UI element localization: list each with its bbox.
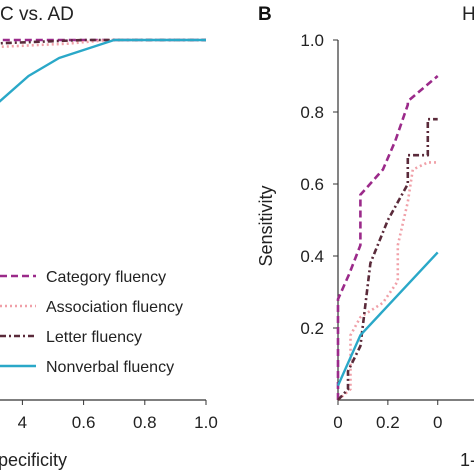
panel-a-title: C vs. AD: [0, 4, 74, 25]
panel-b-axes: 0.2 0.4 0.6 0.8 1.0 0 0.2 0: [300, 31, 474, 432]
panel-b-series: [336, 75, 439, 401]
series-line-category-fluency: [336, 75, 439, 400]
legend-label: Letter fluency: [46, 329, 142, 346]
panel-b-label: B: [258, 4, 272, 25]
legend-label: Category fluency: [46, 269, 166, 286]
x-tick-label: 0: [333, 413, 342, 432]
x-tick-label: 0: [433, 413, 442, 432]
legend-label: Nonverbal fluency: [46, 359, 174, 376]
legend: Category fluency Association fluency Lette…: [0, 269, 183, 376]
series-line-nonverbal-fluency: [0, 38, 206, 103]
panel-b-title: H: [462, 4, 474, 25]
y-tick-label: 0.4: [300, 247, 324, 266]
legend-label: Association fluency: [46, 299, 183, 316]
panel-b: B H 0.2 0.4 0.6 0.8 1.0 0 0.2 0 Sensitivity 1-: [256, 4, 474, 470]
series-line-nonverbal-fluency: [336, 251, 439, 387]
panel-b-y-axis-label: Sensitivity: [256, 185, 276, 266]
panel-a-x-axis-label: pecificity: [0, 450, 67, 470]
panel-a-axes: 4 0.6 0.8 1.0: [0, 399, 218, 432]
panel-a-series: [0, 38, 206, 103]
panel-b-x-axis-label: 1-: [460, 450, 474, 470]
y-tick-label: 0.2: [300, 319, 324, 338]
y-tick-label: 0.6: [300, 175, 324, 194]
x-tick-label: 1.0: [194, 413, 218, 432]
x-tick-label: 0.8: [133, 413, 157, 432]
x-tick-label: 4: [18, 413, 27, 432]
x-tick-label: 0.2: [376, 413, 400, 432]
panel-a: C vs. AD 4 0.6 0.8 1.0 Category fluency Asso…: [0, 4, 218, 470]
series-line-association-fluency: [337, 161, 438, 401]
y-tick-label: 1.0: [300, 31, 324, 50]
y-tick-label: 0.8: [300, 103, 324, 122]
x-tick-label: 0.6: [72, 413, 96, 432]
